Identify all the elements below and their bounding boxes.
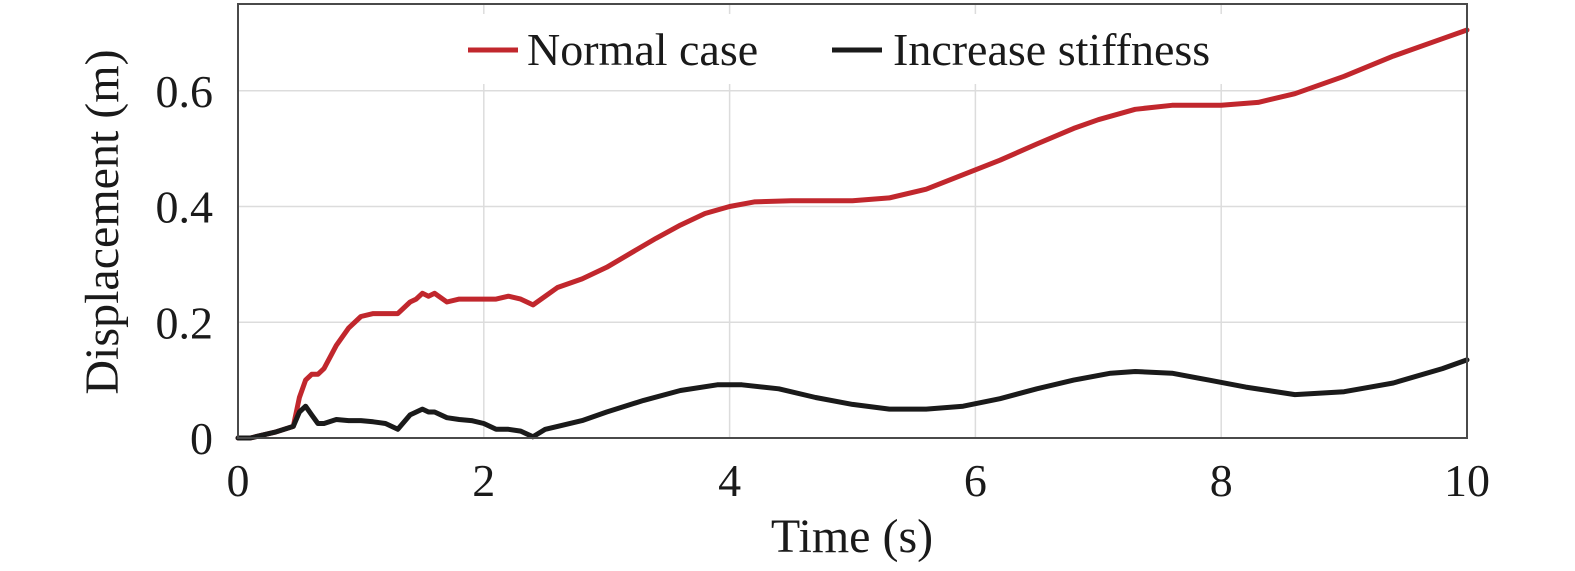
- y-tick-label: 0.6: [156, 66, 214, 117]
- x-tick-label: 4: [718, 455, 741, 506]
- series-line-increase-stiffness: [235, 357, 1470, 441]
- y-tick-label: 0.4: [156, 182, 214, 233]
- legend-label-normal-case: Normal case: [527, 24, 758, 75]
- series-layer: [235, 27, 1470, 441]
- y-tick-labels: 0 0.2 0.4 0.6: [156, 66, 214, 464]
- y-tick-label: 0.2: [156, 297, 214, 348]
- x-tick-label: 2: [472, 455, 495, 506]
- x-tick-labels: 0 2 4 6 8 10: [227, 455, 1491, 506]
- x-axis-title: Time (s): [771, 510, 933, 563]
- x-tick-label: 0: [227, 455, 250, 506]
- plot-frame: [237, 3, 1468, 439]
- legend-label-increase-stiffness: Increase stiffness: [893, 24, 1210, 75]
- x-tick-label: 6: [964, 455, 987, 506]
- y-axis-title: Displacement (m): [76, 49, 129, 394]
- x-tick-label: 10: [1444, 455, 1490, 506]
- legend: Normal case Increase stiffness: [440, 14, 1280, 84]
- y-tick-label: 0: [190, 413, 213, 464]
- x-tick-label: 8: [1210, 455, 1233, 506]
- series-line-normal-case: [235, 27, 1470, 441]
